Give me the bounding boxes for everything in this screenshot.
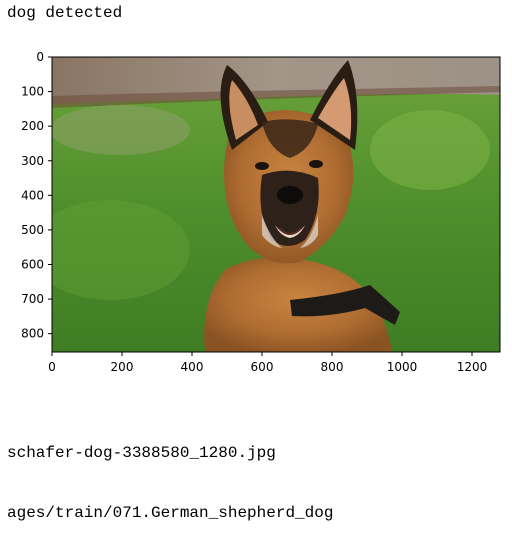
y-tick-label: 600 (21, 258, 44, 272)
y-tick-label: 500 (21, 223, 44, 237)
y-tick-label: 0 (36, 50, 44, 64)
filename-output-line: schafer-dog-3388580_1280.jpg (7, 444, 276, 462)
y-tick-label: 200 (21, 119, 44, 133)
x-tick-label: 200 (111, 360, 134, 374)
y-axis: 0 100 200 300 400 500 600 700 800 (21, 50, 52, 341)
x-tick-label: 400 (181, 360, 204, 374)
image-plot: 0 100 200 300 400 500 600 700 800 0 200 400 600 800 1… (21, 50, 501, 374)
x-tick-label: 600 (251, 360, 274, 374)
x-tick-label: 1200 (457, 360, 488, 374)
y-tick-label: 800 (21, 327, 44, 341)
y-tick-label: 300 (21, 154, 44, 168)
y-tick-label: 400 (21, 188, 44, 202)
path-output: schafer-dog-3388580_1280.jpg ages/train/… (7, 404, 333, 543)
x-tick-label: 800 (321, 360, 344, 374)
y-tick-label: 100 (21, 85, 44, 99)
status-output-line: dog detected (7, 4, 123, 22)
axes-frame (51, 56, 501, 353)
path-output-line: ages/train/071.German_shepherd_dog (7, 504, 334, 522)
dog-photo (52, 57, 500, 352)
x-tick-label: 1000 (387, 360, 418, 374)
x-tick-label: 0 (48, 360, 56, 374)
y-tick-label: 700 (21, 292, 44, 306)
x-axis: 0 200 400 600 800 1000 1200 (48, 352, 487, 374)
